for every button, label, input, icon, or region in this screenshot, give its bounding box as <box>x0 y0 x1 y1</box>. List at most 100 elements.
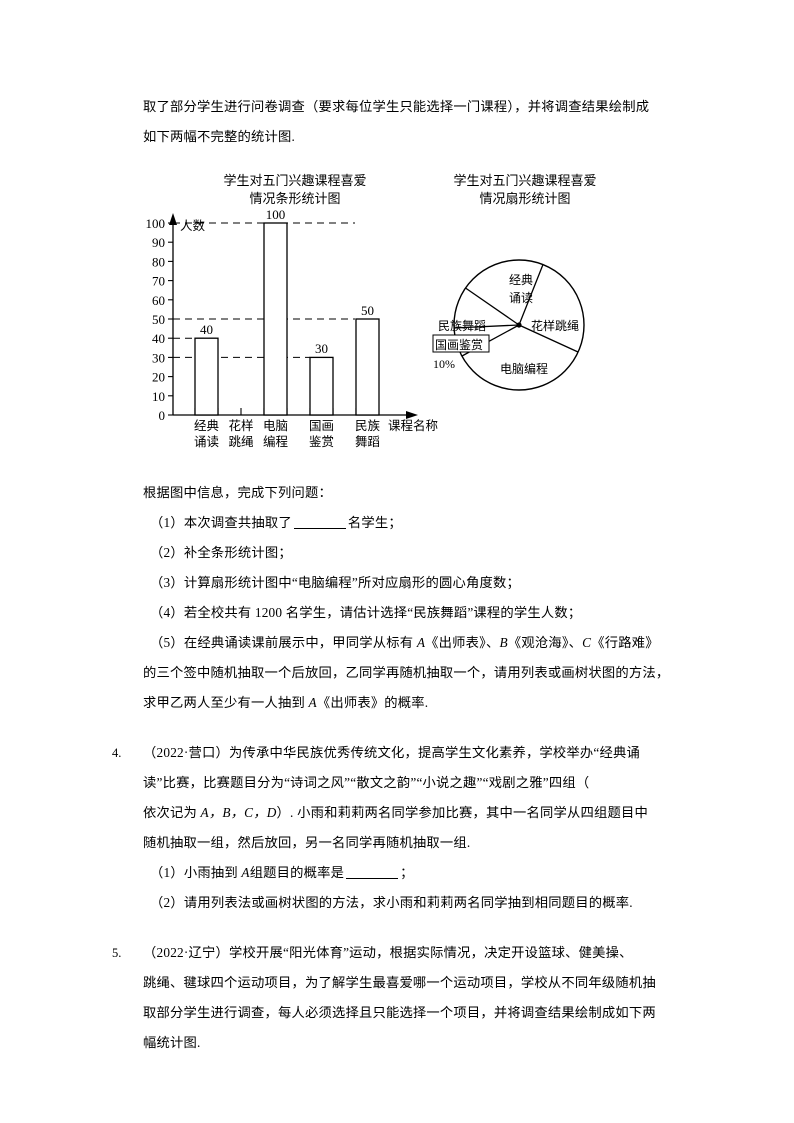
y-tick-label: 40 <box>152 331 165 346</box>
problem-5-line-3: 取部分学生进行调查，每人必须选择且只能选择一个项目，并将调查结果绘制成如下两 <box>143 1005 656 1020</box>
problem-4-line-3-a: 依次记为 <box>143 805 201 820</box>
x-axis-name: 课程名称 <box>388 418 438 433</box>
y-axis-name: 人数 <box>180 218 206 233</box>
pie-label-rope-skipping: 花样跳绳 <box>531 318 579 333</box>
pie-label-chinese-painting: 国画鉴赏 <box>435 338 483 352</box>
bar-chart-title: 学生对五门兴趣课程喜爱 情况条形统计图 <box>190 172 400 208</box>
bar-chart-svg: 0 10 20 30 40 50 60 70 80 90 100 人数 <box>146 207 439 449</box>
bar-chart: 0 10 20 30 40 50 60 70 80 90 100 人数 <box>140 205 460 460</box>
problem-4-line-4: 随机抽取一组，然后放回，另一名同学再随机抽取一组. <box>143 835 471 850</box>
y-tick-label: 100 <box>146 216 166 231</box>
problem-5-line-1: （2022·辽宁）学校开展“阳光体育”运动，根据实际情况，决定开设篮球、健美操、 <box>143 945 633 960</box>
y-axis <box>169 213 177 415</box>
pie-callout-chinese-painting: 国画鉴赏 10% <box>432 334 490 371</box>
y-tick-label: 10 <box>152 389 165 404</box>
question-5-var-A2: A <box>308 695 317 710</box>
pie-center-point <box>516 322 522 328</box>
problem-4-vars: A，B，C，D <box>200 805 277 820</box>
question-5-line1-a: （5）在经典诵读课前展示中，甲同学从标有 <box>150 635 417 650</box>
question-5-line3-b: 《出师表》的概率. <box>316 695 429 710</box>
question-2-text: （2）补全条形统计图； <box>150 545 292 560</box>
questions-intro: 根据图中信息，完成下列问题： <box>143 478 683 508</box>
answer-blank-problem-4[interactable] <box>346 866 399 879</box>
pie-chart-title-line-1: 学生对五门兴趣课程喜爱 <box>453 173 597 188</box>
intro-line-2: 如下两幅不完整的统计图. <box>143 129 295 144</box>
x-axis-category-labels: 经典 诵读 花样 跳绳 电脑 编程 国画 鉴赏 民族 舞蹈 <box>194 418 381 449</box>
y-tick-label: 50 <box>152 312 165 327</box>
category-label: 花样 <box>228 418 253 433</box>
problem-4-number: 4. <box>112 746 122 760</box>
problem-4-sub1-c: ； <box>400 865 414 880</box>
y-axis-tick-labels: 0 10 20 30 40 50 60 70 80 90 100 <box>146 216 166 423</box>
pie-radius-1 <box>465 287 520 326</box>
answer-blank-1[interactable] <box>293 516 346 529</box>
question-4: （4）若全校共有 1200 名学生，请估计选择“民族舞蹈”课程的学生人数； <box>150 598 690 628</box>
question-5-line3-a: 求甲乙两人至少有一人抽到 <box>143 695 309 710</box>
pie-radius-2 <box>518 264 544 326</box>
pie-radius-5 <box>453 324 520 329</box>
question-2: （2）补全条形统计图； <box>150 538 690 568</box>
category-label: 电脑 <box>263 419 288 433</box>
category-label: 诵读 <box>194 435 219 449</box>
problem-5-number: 5. <box>112 946 122 960</box>
problem-4-sub1-var-A: A <box>241 865 250 880</box>
question-5-line1-d: 《行路难》 <box>591 635 659 650</box>
pie-chart-title: 学生对五门兴趣课程喜爱 情况扇形统计图 <box>420 172 630 208</box>
problem-4-line-3-b: ）. 小雨和莉莉两名同学参加比赛，其中一名同学从四组题目中 <box>276 805 648 820</box>
pie-chart: 经典 诵读 花样跳绳 电脑编程 民族舞蹈 国画鉴赏 10% <box>425 205 655 460</box>
problem-4-sub-2: （2）请用列表法或画树状图的方法，求小雨和莉莉两名同学抽到相同题目的概率. <box>150 888 695 918</box>
y-tick-label: 60 <box>152 293 165 308</box>
bar-value-label: 100 <box>266 207 286 222</box>
bar-value-labels: 40 100 30 50 <box>200 207 374 356</box>
bar-chart-title-line-2: 情况条形统计图 <box>249 191 341 206</box>
problem-4-body: （2022·营口）为传承中华民族优秀传统文化，提高学生文化素养，学校举办“经典诵… <box>143 738 688 858</box>
question-5-var-A: A <box>416 635 426 650</box>
bar-value-label: 40 <box>200 322 213 337</box>
bar-chart-title-line-1: 学生对五门兴趣课程喜爱 <box>223 173 367 188</box>
problem-4-line-2: 读”比赛，比赛题目分为“诗词之风”“散文之韵”“小说之趣”“戏剧之雅”四组（ <box>143 775 590 790</box>
question-5-line2: 的三个签中随机抽取一个后放回，乙同学再随机抽取一个，请用列表或画树状图的方法， <box>143 665 670 680</box>
questions-intro-text: 根据图中信息，完成下列问题： <box>143 485 332 500</box>
problem-5-line-4: 幅统计图. <box>143 1035 201 1050</box>
problem-4-sub1-a: （1）小雨抽到 <box>150 865 242 880</box>
question-3-text: （3）计算扇形统计图中“电脑编程”所对应扇形的圆心角度数； <box>150 575 520 590</box>
question-5-line1-b: 《出师表》、 <box>425 635 500 650</box>
pie-label-folk-dance: 民族舞蹈 <box>438 319 486 333</box>
question-5-continued: 的三个签中随机抽取一个后放回，乙同学再随机抽取一个，请用列表或画树状图的方法， … <box>143 658 683 718</box>
bar-classic-reading <box>194 337 219 416</box>
y-tick-label: 20 <box>152 370 165 385</box>
question-5-var-C: C <box>582 635 592 650</box>
intro-line-1: 取了部分学生进行问卷调查（要求每位学生只能选择一门课程），并将调查结果绘制成 <box>143 99 650 114</box>
bar-folk-dance <box>355 318 380 416</box>
question-5-var-B: B <box>499 635 508 650</box>
bar-value-label: 30 <box>315 341 328 356</box>
question-1-suffix: 名学生； <box>347 515 402 530</box>
question-4-text: （4）若全校共有 1200 名学生，请估计选择“民族舞蹈”课程的学生人数； <box>150 605 582 620</box>
y-tick-label: 70 <box>152 274 165 289</box>
question-5: （5）在经典诵读课前展示中，甲同学从标有 A《出师表》、B《观沧海》、C《行路难… <box>150 628 690 658</box>
pie-radius-3 <box>518 324 579 353</box>
question-1-prefix: （1）本次调查共抽取了 <box>150 515 292 530</box>
problem-4-sub-1: （1）小雨抽到 A组题目的概率是 ； <box>150 858 695 888</box>
pie-chart-title-line-2: 情况扇形统计图 <box>479 191 571 206</box>
pie-label-line: 诵读 <box>509 291 533 305</box>
category-label: 编程 <box>263 434 289 449</box>
pie-label-chinese-painting-percent: 10% <box>433 357 455 371</box>
pie-label-line: 经典 <box>509 273 533 287</box>
category-label: 鉴赏 <box>309 435 334 449</box>
pie-label-computer-programming: 电脑编程 <box>500 361 548 376</box>
y-tick-label: 90 <box>152 235 165 250</box>
y-tick-label: 30 <box>152 350 165 365</box>
pie-label-classic-reading: 经典 诵读 <box>509 273 533 305</box>
category-label: 民族 <box>355 419 381 433</box>
category-label: 经典 <box>194 419 219 433</box>
bar-value-label: 50 <box>361 303 374 318</box>
y-tick-marks <box>168 222 173 416</box>
bar-chinese-painting <box>309 356 334 416</box>
pie-callout-box <box>432 334 490 353</box>
intro-paragraph: 取了部分学生进行问卷调查（要求每位学生只能选择一门课程），并将调查结果绘制成 如… <box>143 92 683 152</box>
problem-5-line-2: 跳绳、毽球四个运动项目，为了解学生最喜爱哪一个运动项目，学校从不同年级随机抽 <box>143 975 656 990</box>
problem-4-sub1-b: 组题目的概率是 <box>249 865 345 880</box>
question-3: （3）计算扇形统计图中“电脑编程”所对应扇形的圆心角度数； <box>150 568 690 598</box>
